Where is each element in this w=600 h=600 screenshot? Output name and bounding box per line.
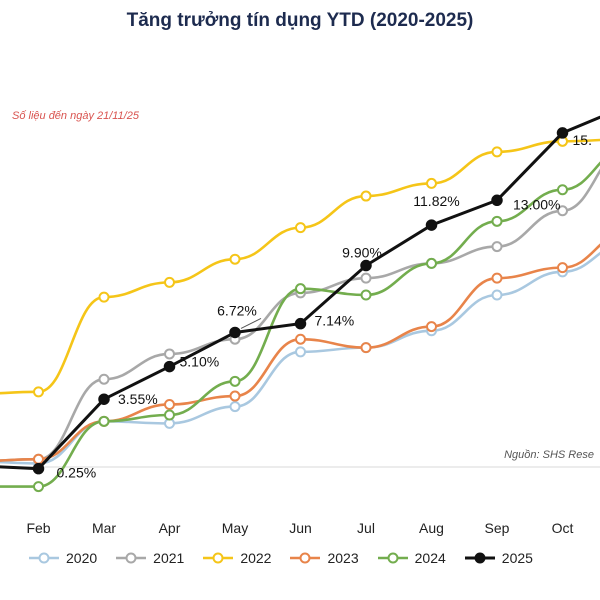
data-point-2022 — [229, 253, 241, 265]
data-point-2021 — [360, 272, 372, 284]
data-point-2023 — [295, 333, 306, 345]
series-2020 — [0, 251, 600, 469]
data-point-2023 — [164, 398, 175, 410]
data-point-2022 — [33, 386, 44, 398]
data-point-2021 — [491, 241, 503, 253]
data-point-2023 — [229, 390, 241, 402]
legend-item-2023: 2023 — [289, 550, 359, 566]
data-point-2022 — [491, 146, 503, 158]
legend-label: 2024 — [414, 550, 446, 566]
legend-label: 2023 — [327, 550, 359, 566]
data-point-2022 — [164, 276, 175, 288]
data-point-2025 — [294, 317, 307, 330]
data-label: 15. — [573, 132, 592, 148]
data-point-2020 — [229, 401, 241, 413]
x-tick-label: Aug — [419, 520, 444, 536]
legend-swatch-2022 — [203, 552, 234, 564]
data-point-2021 — [98, 373, 110, 385]
data-point-2025 — [360, 259, 372, 272]
data-point-2023 — [33, 453, 44, 465]
data-point-2022 — [295, 222, 306, 234]
x-tick-label: Jun — [289, 520, 312, 536]
data-point-2020 — [295, 346, 306, 358]
series-line-2022 — [0, 138, 600, 395]
x-tick-label: Oct — [552, 520, 574, 536]
data-point-2023 — [491, 272, 503, 284]
data-point-2025 — [32, 462, 45, 475]
legend-label: 2022 — [240, 550, 272, 566]
data-label: 0.25% — [57, 465, 97, 481]
x-tick-label: Feb — [26, 520, 50, 536]
data-label: 13.00% — [513, 196, 560, 212]
data-point-2021 — [164, 348, 175, 360]
chart-legend: 2020 2021 2022 2023 2024 2025 — [28, 550, 598, 566]
data-point-2025 — [556, 127, 569, 139]
data-point-2025 — [229, 326, 241, 339]
legend-swatch-2020 — [29, 552, 59, 564]
source-note: Nguồn: SHS Rese — [504, 449, 594, 461]
legend-label: 2021 — [153, 550, 185, 566]
series-2022 — [0, 135, 600, 398]
legend-label: 2020 — [66, 550, 98, 566]
x-tick-label: Sep — [485, 520, 510, 536]
x-tick-label: Jul — [357, 520, 375, 536]
data-point-2022 — [360, 190, 372, 202]
data-point-2024 — [491, 215, 503, 227]
data-point-2024 — [295, 283, 306, 295]
data-point-2023 — [426, 321, 437, 333]
data-point-2024 — [229, 375, 241, 387]
data-label-layer: 63%0.25%3.55%5.10%6.72%7.14%9.90%11.82%1… — [57, 132, 592, 481]
data-point-2021 — [557, 205, 568, 217]
legend-swatch-2021 — [116, 552, 147, 564]
series-2025 — [0, 115, 600, 475]
data-point-2022 — [426, 177, 437, 189]
data-note: Số liệu đến ngày 21/11/25 — [12, 110, 140, 122]
data-point-2025 — [491, 194, 503, 207]
data-point-2024 — [360, 289, 372, 301]
data-label: 11.82% — [413, 193, 459, 209]
legend-item-2024: 2024 — [377, 550, 446, 566]
label-leader-line — [240, 318, 262, 329]
series-layer — [0, 115, 600, 493]
data-point-2024 — [98, 415, 110, 427]
data-point-2025 — [425, 219, 438, 231]
data-point-2022 — [98, 291, 110, 303]
data-label: 9.90% — [342, 245, 382, 261]
data-point-2025 — [163, 360, 176, 373]
x-tick-label: Mar — [92, 520, 116, 536]
series-line-2024 — [0, 161, 600, 488]
x-tick-label: Apr — [159, 520, 181, 536]
data-point-2024 — [426, 257, 437, 269]
data-label: 7.14% — [315, 313, 355, 329]
legend-swatch-2024 — [377, 552, 408, 564]
legend-item-2020: 2020 — [28, 550, 97, 566]
data-point-2023 — [360, 342, 372, 354]
legend-item-2022: 2022 — [202, 550, 271, 566]
series-2024 — [0, 161, 600, 493]
data-point-2024 — [164, 409, 175, 421]
data-point-2024 — [33, 481, 44, 493]
legend-item-2025: 2025 — [464, 550, 533, 566]
data-label: 6.72% — [217, 302, 257, 318]
x-tick-layer: Feb Mar Apr May Jun Jul Aug Sep Oct — [26, 520, 573, 536]
data-point-2025 — [98, 393, 110, 405]
data-point-2023 — [557, 262, 568, 274]
data-label: 5.10% — [180, 354, 220, 370]
legend-swatch-2025 — [464, 552, 495, 564]
x-tick-label: May — [222, 520, 248, 536]
data-point-2024 — [557, 184, 568, 196]
data-point-2020 — [491, 289, 503, 301]
legend-item-2021: 2021 — [115, 550, 184, 566]
legend-swatch-2023 — [290, 552, 321, 564]
data-label: 3.55% — [118, 391, 158, 407]
chart-title: Tăng trưởng tín dụng YTD (2020-2025) — [126, 10, 474, 31]
legend-label: 2025 — [501, 550, 533, 566]
